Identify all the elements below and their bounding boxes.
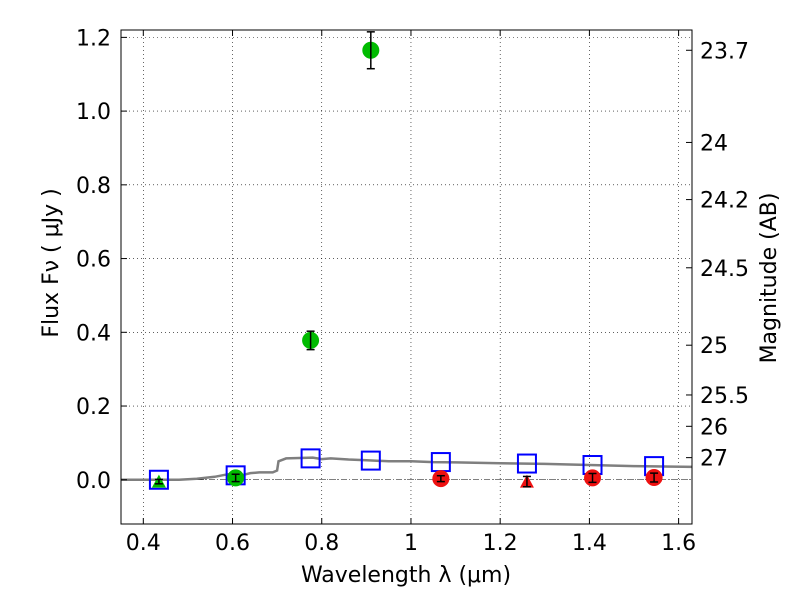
- right-tick-label: 25.5: [700, 384, 749, 409]
- x-tick-label: 1.6: [661, 531, 696, 556]
- x-axis-ticks: 0.4 0.6 0.8 1 1.2 1.4 1.6: [126, 30, 696, 556]
- right-tick-label: 26: [700, 415, 728, 440]
- y-axis-ticks: 0.0 0.2 0.4 0.6 0.8 1.0 1.2: [76, 26, 127, 494]
- right-tick-label: 24.2: [700, 189, 749, 214]
- x-tick-label: 0.8: [304, 531, 339, 556]
- x-tick-label: 1.2: [483, 531, 518, 556]
- right-axis-ticks: 23.7 24 24.2 24.5 25 25.5 26 27: [686, 39, 749, 472]
- model-flux-square: [516, 453, 537, 474]
- x-tick-label: 0.4: [126, 531, 161, 556]
- x-tick-label: 1: [404, 531, 418, 556]
- right-tick-label: 24.5: [700, 257, 749, 282]
- y-tick-label: 0.8: [76, 174, 111, 199]
- right-tick-label: 23.7: [700, 39, 749, 64]
- data-series: [121, 31, 693, 490]
- right-tick-label: 25: [700, 334, 728, 359]
- model-flux-square: [360, 450, 381, 471]
- right-axis-label: Magnitude (AB): [757, 193, 782, 364]
- x-tick-label: 1.4: [572, 531, 607, 556]
- plot-frame: [120, 29, 693, 525]
- y-tick-label: 1.0: [76, 100, 111, 125]
- y-tick-label: 0.6: [76, 248, 111, 273]
- y-tick-label: 0.4: [76, 321, 111, 346]
- x-axis-label: Wavelength λ (μm): [301, 563, 511, 588]
- model-flux-square: [300, 448, 321, 469]
- y-tick-label: 0.0: [76, 469, 111, 494]
- y-tick-label: 0.2: [76, 395, 111, 420]
- y-axis-label: Flux Fν ( μJy ): [39, 188, 64, 337]
- y-tick-label: 1.2: [76, 26, 111, 51]
- right-tick-label: 24: [700, 131, 728, 156]
- model-flux-square: [148, 469, 169, 490]
- x-tick-label: 0.6: [215, 531, 250, 556]
- right-tick-label: 27: [700, 447, 728, 472]
